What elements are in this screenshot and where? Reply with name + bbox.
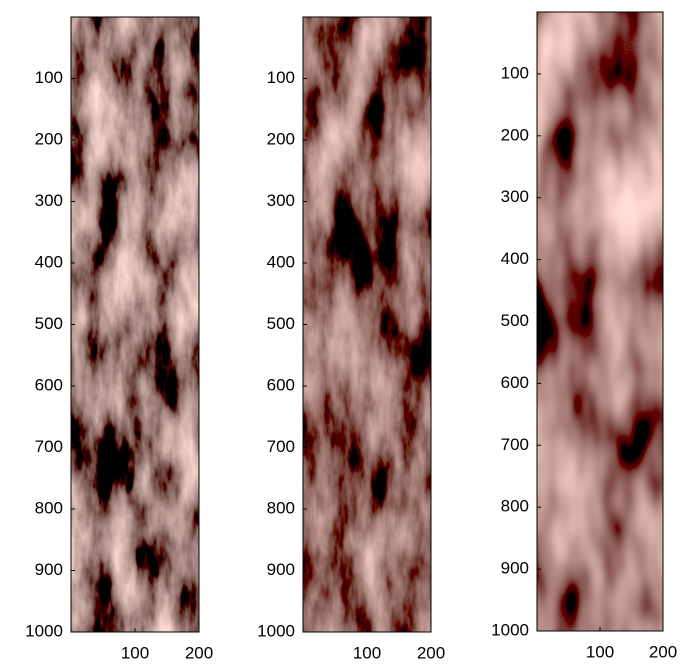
y-tick-label: 500	[501, 311, 529, 330]
y-tick-label: 800	[501, 497, 529, 516]
y-tick-label: 900	[267, 560, 295, 579]
x-tick-label: 100	[121, 643, 149, 662]
y-tick-label: 100	[35, 68, 63, 87]
page: 100 200 300 400 500 600 700 800 900 1000 100 200 100…	[0, 0, 684, 666]
y-tick-label: 400	[501, 249, 529, 268]
y-tick-label: 500	[267, 314, 295, 333]
y-tick-label: 1000	[25, 621, 63, 640]
y-tick-label: 200	[35, 129, 63, 148]
y-tick-label: 600	[35, 375, 63, 394]
y-tick-label: 700	[501, 435, 529, 454]
x-tick-label: 200	[417, 643, 445, 662]
y-tick-label: 500	[35, 314, 63, 333]
y-tick-label: 200	[267, 129, 295, 148]
y-tick-label: 1000	[257, 621, 295, 640]
y-tick-label: 600	[267, 375, 295, 394]
y-tick-label: 800	[267, 498, 295, 517]
figure: 100 200 300 400 500 600 700 800 900 1000 100 200 100…	[0, 0, 684, 666]
y-tick-label: 900	[501, 559, 529, 578]
x-tick-label: 200	[185, 643, 213, 662]
y-tick-label: 1000	[491, 620, 529, 639]
image	[537, 12, 663, 631]
y-tick-label: 700	[267, 437, 295, 456]
y-tick-label: 300	[267, 191, 295, 210]
x-tick-label: 100	[353, 643, 381, 662]
y-tick-label: 100	[501, 63, 529, 82]
y-tick-label: 800	[35, 498, 63, 517]
y-tick-label: 200	[501, 125, 529, 144]
y-tick-label: 100	[267, 68, 295, 87]
image	[71, 17, 199, 632]
y-tick-label: 300	[35, 191, 63, 210]
y-tick-label: 700	[35, 437, 63, 456]
y-tick-label: 900	[35, 560, 63, 579]
x-tick-label: 200	[649, 642, 677, 661]
y-tick-label: 600	[501, 373, 529, 392]
x-tick-label: 100	[586, 642, 614, 661]
y-tick-label: 400	[35, 252, 63, 271]
y-tick-label: 400	[267, 252, 295, 271]
image	[303, 17, 431, 632]
y-tick-label: 300	[501, 187, 529, 206]
